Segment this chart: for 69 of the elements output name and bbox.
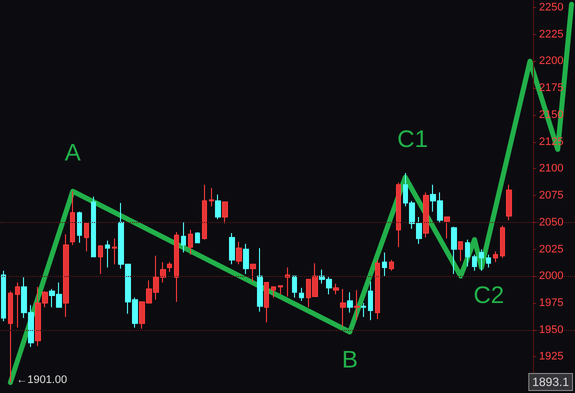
- candlestick: [271, 286, 276, 298]
- candlestick: [1, 270, 6, 322]
- candlestick: [243, 243, 249, 274]
- candlestick: [292, 276, 297, 298]
- candlestick: [181, 222, 186, 253]
- candlestick: [333, 283, 339, 295]
- candlestick: [236, 241, 242, 265]
- candlestick: [375, 260, 380, 320]
- candlestick: [451, 226, 457, 274]
- candlestick: [257, 248, 263, 312]
- candlestick: [112, 238, 117, 265]
- y-tick-label: 1950: [539, 324, 564, 336]
- candlestick: [479, 248, 484, 272]
- candlestick: [174, 232, 179, 302]
- candlestick: [70, 190, 75, 246]
- candlestick: [229, 232, 235, 265]
- y-tick-label: 1925: [539, 350, 564, 363]
- candlestick: [506, 184, 512, 221]
- candlestick: [209, 188, 214, 207]
- candlestick: [188, 229, 193, 256]
- y-tick-label: 2025: [539, 243, 564, 256]
- candlestick: [105, 240, 110, 268]
- candlestick: [472, 254, 477, 272]
- candlestick: [347, 292, 353, 314]
- annotation: 1893.1: [532, 375, 570, 389]
- candlestick: [396, 182, 401, 248]
- y-tick-label: 2075: [539, 190, 564, 202]
- candlestick: [264, 282, 269, 323]
- y-tick-label: 2200: [539, 55, 564, 68]
- candlestick: [368, 280, 373, 321]
- candlestick: [382, 252, 387, 277]
- candlestick: [278, 285, 283, 295]
- candlestick: [250, 264, 256, 282]
- candlestick: [15, 282, 20, 328]
- annotation: C2: [473, 282, 504, 310]
- annotation: C1: [397, 126, 428, 153]
- candlestick: [77, 211, 82, 244]
- candlestick: [8, 290, 13, 383]
- candlestick: [84, 222, 89, 252]
- candlestick: [91, 196, 96, 258]
- candlestick: [500, 225, 505, 258]
- candlestick: [222, 201, 228, 224]
- candlestick: [202, 184, 207, 240]
- candlestick: [215, 194, 221, 220]
- candlestick: [354, 290, 360, 321]
- candlestick: [340, 288, 346, 328]
- candlestick: [285, 267, 290, 298]
- y-tick-label: 1975: [539, 296, 564, 309]
- candlestick: [299, 287, 304, 302]
- y-tick-label: 2225: [539, 28, 564, 40]
- candlestick: [423, 192, 429, 238]
- candlestick: [444, 216, 450, 240]
- annotation: B: [342, 346, 358, 374]
- candlestick: [167, 262, 172, 272]
- candlestick: [465, 239, 470, 267]
- candlestick: [63, 234, 69, 318]
- candlestick: [493, 250, 498, 263]
- y-tick-label: 2250: [539, 2, 564, 14]
- candlestick: [361, 302, 366, 318]
- candlestick: [389, 260, 394, 272]
- candlestick: [458, 241, 463, 262]
- annotation: ←1901.00: [16, 374, 68, 386]
- annotation: A: [64, 140, 81, 167]
- candlestick: [486, 254, 491, 268]
- candlestick: [195, 232, 200, 244]
- y-tick-label: 2100: [539, 162, 564, 175]
- candlestick: [98, 244, 103, 274]
- y-tick-label: 2000: [539, 270, 564, 282]
- y-tick-label: 2050: [539, 216, 564, 228]
